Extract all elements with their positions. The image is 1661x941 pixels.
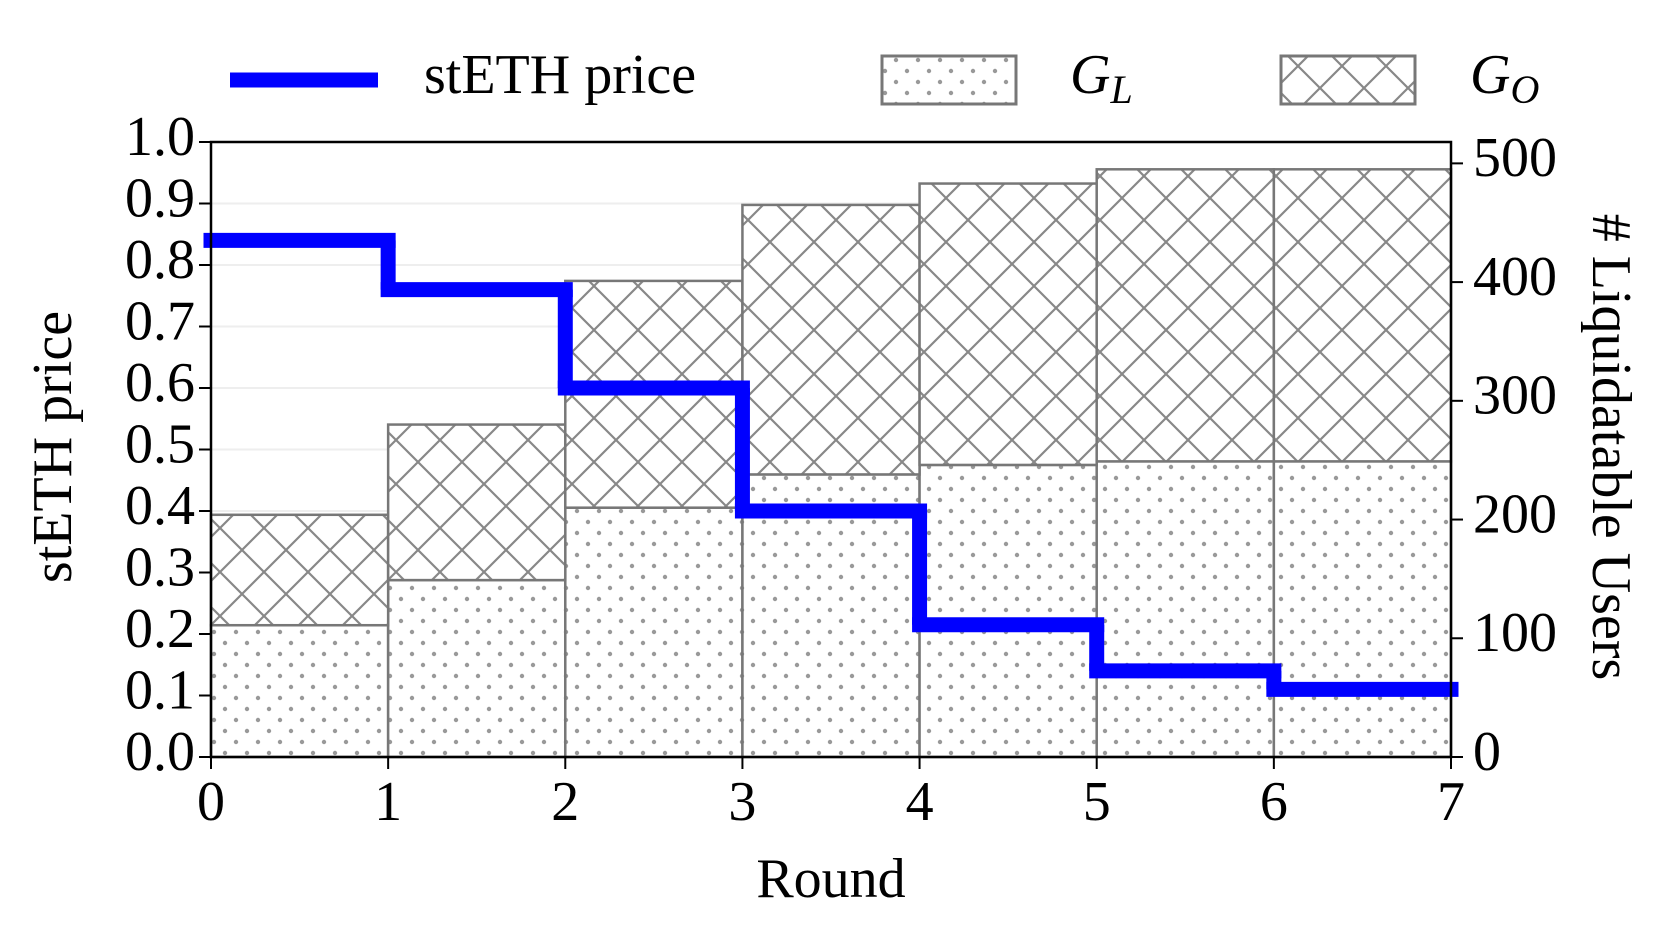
bar-segment (386, 578, 567, 759)
x-tick-label: 6 (1260, 771, 1288, 833)
y-tick-label: 0.4 (125, 475, 195, 537)
bar-segment (209, 513, 390, 627)
y-tick-label: 0.3 (125, 536, 195, 598)
bar-segment (1095, 168, 1276, 463)
y-tick-label: 0.9 (125, 167, 195, 229)
bar-segment (1095, 460, 1276, 759)
x-tick-label: 3 (728, 771, 756, 833)
x-axis-label: Round (756, 848, 905, 910)
x-tick-label: 5 (1083, 771, 1111, 833)
legend-label: stETH price (424, 44, 696, 106)
y-tick-label: 0.1 (125, 659, 195, 721)
bar-segment (564, 506, 744, 759)
bar-segment (1272, 460, 1453, 759)
x-tick-label: 4 (906, 771, 934, 833)
y-tick-label: 0.6 (125, 352, 195, 414)
lines (203, 232, 1459, 697)
legend-label: GO (1470, 44, 1539, 112)
y2-tick-label: 300 (1473, 365, 1557, 427)
y-tick-label: 0.2 (125, 598, 195, 660)
y-tick-label: 0.5 (125, 413, 195, 475)
x-tick-label: 0 (197, 771, 225, 833)
x-tick-label: 7 (1437, 771, 1465, 833)
y-tick-label: 0.0 (125, 721, 195, 783)
bar-segment (209, 623, 390, 759)
x-tick-label: 1 (374, 771, 402, 833)
legend: stETH price GL GO (230, 44, 1539, 112)
y2-tick-label: 0 (1473, 721, 1501, 783)
y-tick-label: 0.7 (125, 290, 195, 352)
bar-segment (386, 423, 567, 582)
y2-tick-label: 200 (1473, 483, 1557, 545)
y2-tick-label: 400 (1473, 246, 1557, 308)
y2-tick-label: 100 (1473, 602, 1557, 664)
y2-axis-label: # Liquidatable Users (1580, 214, 1642, 681)
plot-frame (209, 140, 1453, 759)
bar-segment (918, 182, 1098, 467)
bar-segment (918, 463, 1098, 759)
y-axis-label: stETH price (22, 311, 84, 583)
legend-swatch (880, 54, 1018, 106)
y-tick-label: 1.0 (125, 106, 195, 168)
bar-segment (741, 203, 921, 476)
y2-tick-label: 500 (1473, 127, 1557, 189)
bar-segment (741, 473, 921, 759)
bar-segment (1272, 168, 1453, 463)
x-tick-label: 2 (551, 771, 579, 833)
y-tick-label: 0.8 (125, 229, 195, 291)
legend-label: GL (1070, 44, 1133, 112)
axes: 0.00.10.20.30.40.50.60.70.80.91.0 0 100 200… (125, 106, 1557, 833)
legend-swatch (1279, 54, 1417, 106)
